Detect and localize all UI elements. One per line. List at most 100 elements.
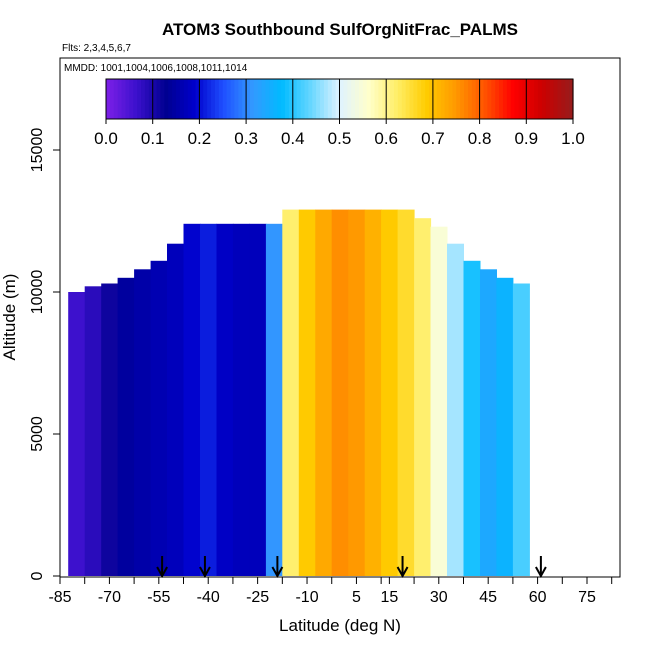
y-tick-label: 10000	[29, 270, 46, 315]
colorbar-segment	[203, 79, 208, 119]
colorbar-segment	[362, 79, 368, 119]
x-axis: -85 -70 -55 -40 -25 -10 5 15 30 45 60 75	[48, 577, 613, 606]
colorbar-segment	[460, 79, 465, 119]
colorbar-segment	[452, 79, 457, 119]
colorbar-segment	[351, 79, 356, 119]
data-band-26	[496, 277, 514, 576]
colorbar-segment	[164, 79, 169, 119]
colorbar-segment	[160, 79, 165, 119]
data-band-19	[381, 209, 399, 576]
colorbar-segment	[176, 79, 181, 119]
colorbar-segment	[432, 79, 438, 119]
colorbar-segment	[327, 79, 333, 119]
colorbar-segment	[347, 79, 352, 119]
colorbar-segment	[502, 79, 508, 119]
colorbar-segment	[230, 79, 236, 119]
colorbar-segment	[393, 79, 399, 119]
colorbar-segment	[561, 79, 566, 119]
colorbar-segment	[471, 79, 477, 119]
x-tick-label: -40	[197, 589, 220, 606]
colorbar-segment	[308, 79, 313, 119]
colorbar-segment	[467, 79, 473, 119]
colorbar-segment	[549, 79, 555, 119]
colorbar-segment	[370, 79, 376, 119]
colorbar-tick-label: 0.3	[234, 129, 258, 148]
colorbar-segment	[355, 79, 360, 119]
colorbar-segment	[300, 79, 306, 119]
y-tick-label: 15000	[29, 128, 46, 173]
colorbar-segment	[121, 79, 127, 119]
colorbar-segment	[487, 79, 492, 119]
colorbar-segment	[390, 79, 395, 119]
colorbar-tick-label: 0.5	[328, 129, 352, 148]
colorbar-segment	[483, 79, 488, 119]
data-band-6	[167, 243, 184, 576]
colorbar-segment	[316, 79, 321, 119]
colorbar-segment	[296, 79, 302, 119]
colorbar-tick-label: 0.9	[514, 129, 538, 148]
colorbar-segment	[565, 79, 570, 119]
colorbar-segment	[288, 79, 294, 119]
colorbar: 0.0 0.1 0.2 0.3 0.4 0.5 0.6 0.7 0.8 0.9 1.0	[94, 78, 585, 148]
colorbar-segment	[133, 79, 138, 119]
colorbar-segment	[129, 79, 134, 119]
colorbar-segment	[366, 79, 372, 119]
data-band-25	[480, 269, 497, 576]
colorbar-segment	[405, 79, 411, 119]
colorbar-tick-label: 0.6	[374, 129, 398, 148]
data-band-0	[68, 292, 86, 576]
y-tick-label: 0	[29, 571, 46, 580]
colorbar-segment	[444, 79, 450, 119]
colorbar-segment	[234, 79, 239, 119]
chart-subtitle-flights: Flts: 2,3,4,5,6,7	[62, 43, 131, 54]
colorbar-segment	[269, 79, 274, 119]
x-tick-label: -25	[246, 589, 269, 606]
colorbar-segment	[335, 79, 341, 119]
colorbar-segment	[464, 79, 469, 119]
colorbar-segment	[187, 79, 193, 119]
data-band-14	[298, 209, 316, 576]
colorbar-segment	[522, 79, 527, 119]
data-band-13	[282, 209, 300, 576]
colorbar-segment	[117, 79, 123, 119]
data-band-10	[232, 223, 250, 577]
colorbar-tick-label: 0.4	[281, 129, 305, 148]
colorbar-segment	[518, 79, 524, 119]
data-bands	[68, 209, 530, 577]
colorbar-segment	[397, 79, 403, 119]
colorbar-segment	[425, 79, 430, 119]
colorbar-segment	[514, 79, 520, 119]
data-band-8	[200, 223, 217, 577]
data-band-17	[348, 209, 366, 576]
colorbar-tick-label: 0.1	[141, 129, 165, 148]
flight-marker-arrow-icon	[396, 556, 409, 579]
colorbar-segment	[281, 79, 286, 119]
data-band-22	[430, 226, 448, 576]
data-band-18	[364, 209, 382, 576]
x-tick-label: -10	[295, 589, 318, 606]
x-tick-label: 15	[380, 589, 398, 606]
chart-subtitle-dates: MMDD: 1001,1004,1006,1008,1011,1014	[64, 63, 248, 74]
colorbar-segment	[440, 79, 446, 119]
data-band-7	[183, 223, 201, 577]
colorbar-segment	[285, 79, 290, 119]
data-band-15	[315, 209, 333, 576]
colorbar-segment	[339, 79, 344, 119]
colorbar-tick-label: 0.2	[188, 129, 212, 148]
colorbar-segment	[382, 79, 387, 119]
colorbar-segment	[409, 79, 415, 119]
data-band-16	[331, 209, 349, 576]
colorbar-segment	[320, 79, 325, 119]
colorbar-segment	[141, 79, 146, 119]
colorbar-segment	[491, 79, 496, 119]
plot-frame	[59, 57, 621, 578]
colorbar-segment	[292, 79, 298, 119]
data-band-11	[249, 223, 267, 577]
colorbar-segment	[222, 79, 228, 119]
x-tick-label: 75	[578, 589, 596, 606]
colorbar-segment	[541, 79, 547, 119]
colorbar-segment	[106, 79, 111, 119]
colorbar-segment	[113, 79, 119, 119]
colorbar-segment	[323, 79, 329, 119]
data-band-5	[150, 260, 168, 576]
